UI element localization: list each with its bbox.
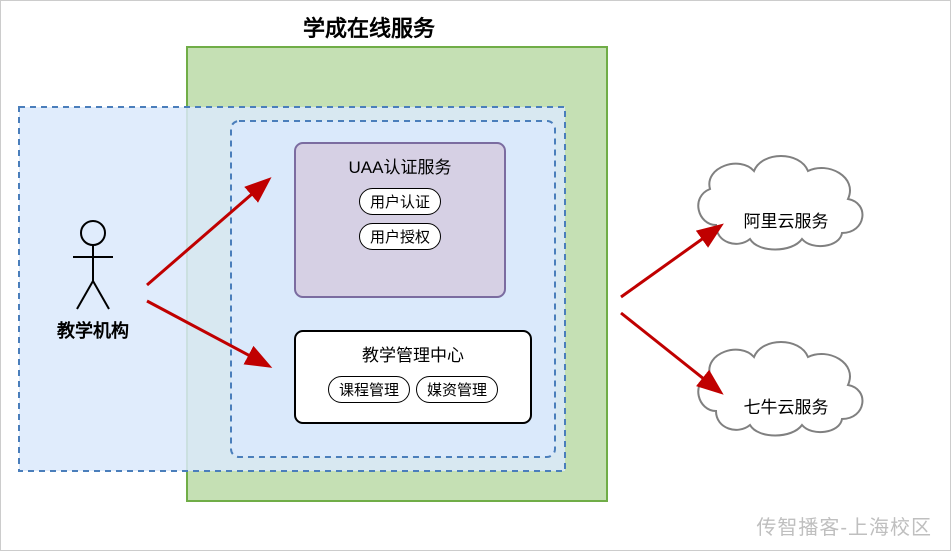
diagram-canvas: 学成在线服务 教学机构阿里云服务七牛云服务 传智播客-上海校区 UAA认证服务用… [0, 0, 951, 551]
svg-text:七牛云服务: 七牛云服务 [744, 398, 829, 417]
service-item: 媒资管理 [416, 376, 498, 403]
svg-text:教学机构: 教学机构 [57, 320, 129, 341]
service-item: 用户认证 [359, 188, 441, 215]
box-title: 教学管理中心 [295, 341, 531, 366]
service-box: UAA认证服务用户认证用户授权 [295, 143, 505, 297]
box-title: UAA认证服务 [295, 153, 505, 178]
service-item: 用户授权 [359, 223, 441, 250]
service-item: 课程管理 [328, 376, 410, 403]
svg-text:阿里云服务: 阿里云服务 [744, 212, 829, 231]
watermark: 传智播客-上海校区 [756, 511, 932, 540]
service-box: 教学管理中心课程管理媒资管理 [295, 331, 531, 423]
